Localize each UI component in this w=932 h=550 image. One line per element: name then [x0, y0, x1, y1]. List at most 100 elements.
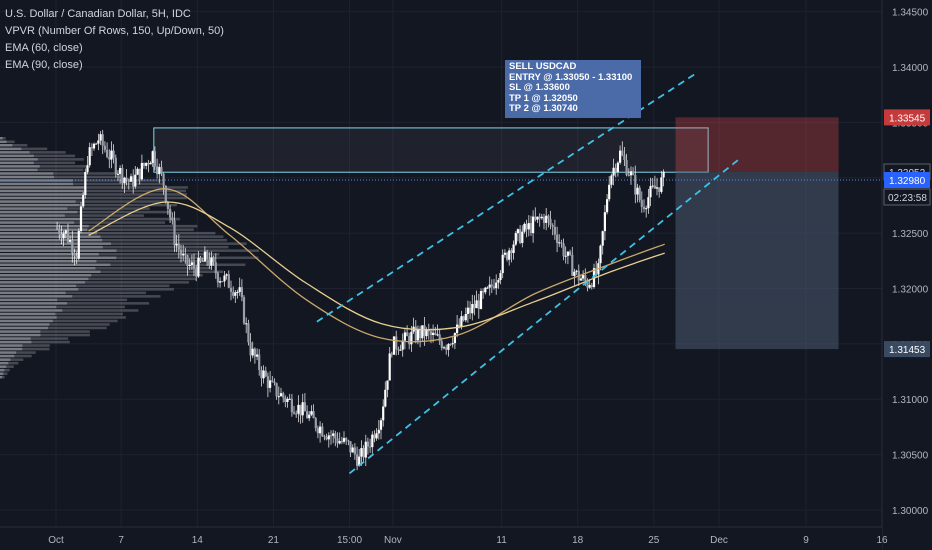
time-tick-label: 15:00: [337, 535, 362, 546]
candle-body: [479, 291, 483, 309]
candle-body: [551, 225, 554, 227]
candle-body: [301, 402, 304, 416]
candle-body: [119, 168, 122, 174]
candle-body: [253, 348, 256, 357]
candle-body: [369, 446, 372, 448]
candle-body: [440, 341, 443, 348]
trade-note: SELL USDCAD ENTRY @ 1.33050 - 1.33100 SL…: [505, 60, 641, 118]
candle-body: [560, 242, 563, 244]
candle-body: [97, 140, 100, 144]
volume-bar-down: [0, 284, 77, 288]
candle-body: [134, 174, 137, 187]
candle-body: [610, 175, 613, 185]
candle-body: [275, 383, 278, 397]
volume-bar-up: [0, 221, 165, 224]
candle-body: [140, 163, 143, 180]
candle-body: [292, 412, 296, 414]
candle-body: [247, 323, 250, 343]
candle-body: [510, 250, 513, 253]
candle-body: [447, 344, 450, 350]
candle-body: [284, 397, 287, 402]
candle-body: [634, 174, 637, 195]
price-axis[interactable]: 1.345001.340001.335001.330001.325001.320…: [881, 0, 932, 550]
candle-body: [362, 448, 365, 458]
volume-bar-down: [0, 323, 50, 326]
current-price-tag-background: [884, 172, 930, 188]
candle-body: [636, 187, 639, 195]
volume-bar-down: [0, 228, 88, 231]
candle-body: [438, 334, 441, 342]
candle-body: [501, 254, 504, 274]
time-tick-label: Nov: [384, 535, 402, 546]
candle-body: [277, 396, 280, 398]
vpvr-indicator-label[interactable]: VPVR (Number Of Rows, 150, Up/Down, 50): [5, 25, 224, 37]
candle-body: [482, 291, 485, 293]
price-axis-background: [882, 0, 932, 550]
ema60-line: [88, 188, 665, 343]
volume-bar-down: [0, 144, 13, 147]
candle-body: [236, 292, 239, 293]
candle-body: [495, 282, 498, 289]
time-tick-label: 7: [118, 535, 124, 546]
candle-body: [147, 162, 150, 165]
volume-bar-down: [0, 365, 7, 368]
symbol-title[interactable]: U.S. Dollar / Canadian Dollar, 5H, IDC: [5, 8, 191, 20]
candle-body: [223, 275, 226, 282]
candle-body: [290, 398, 293, 413]
candle-body: [508, 250, 511, 260]
candle-body: [229, 287, 233, 292]
candle-body: [306, 411, 309, 419]
candle-body: [603, 212, 606, 232]
ema-lines: [88, 188, 665, 343]
volume-bar-down: [0, 235, 101, 238]
target-price-tag: 1.31453: [889, 345, 926, 356]
volume-bar-down: [0, 137, 3, 140]
candle-body: [540, 216, 543, 219]
candle-body: [136, 168, 139, 175]
volume-bar-down: [0, 151, 30, 154]
candle-body: [73, 253, 76, 256]
candle-body: [171, 217, 174, 221]
candle-body: [410, 331, 413, 345]
volume-bar-up: [0, 351, 36, 354]
candle-body: [71, 240, 74, 253]
candle-body: [442, 347, 446, 349]
volume-bar-up: [0, 340, 70, 344]
time-axis[interactable]: Oct 7 14 21 15:00 Nov 11 18 25 Dec 9 16: [0, 526, 888, 550]
stop-price-tag-background: [884, 109, 930, 126]
candle-body: [166, 201, 169, 209]
volume-bar-up: [0, 196, 187, 200]
ema60-indicator-label[interactable]: EMA (60, close): [5, 42, 83, 54]
volume-bar-down: [0, 203, 80, 207]
volume-bar-up: [0, 231, 216, 235]
candle-body: [177, 243, 180, 250]
volume-bar-up: [0, 302, 150, 305]
candle-body: [423, 325, 426, 337]
volume-bar-down: [0, 224, 89, 228]
candle-body: [225, 274, 228, 276]
candle-body: [260, 370, 263, 379]
volume-bar-down: [0, 242, 111, 245]
candle-body: [127, 179, 130, 182]
candle-body: [340, 441, 343, 443]
volume-bar-down: [0, 375, 3, 379]
candle-body: [338, 441, 341, 444]
candle-body: [364, 441, 367, 458]
candle-body: [425, 329, 428, 337]
volume-bar-up: [0, 365, 14, 368]
volume-bar-down: [0, 253, 99, 256]
candle-body: [321, 426, 324, 437]
stop-loss-zone: [675, 117, 839, 172]
volume-bar-up: [0, 375, 5, 379]
candle-body: [414, 326, 417, 341]
note-line-tp1: TP 1 @ 1.32050: [509, 92, 578, 104]
ema90-indicator-label[interactable]: EMA (90, close): [5, 59, 83, 71]
candle-body: [86, 165, 89, 173]
candle-body: [619, 150, 622, 163]
candle-body: [419, 328, 422, 339]
candle-body: [525, 223, 528, 230]
candle-body: [188, 264, 191, 266]
candle-body: [197, 257, 200, 277]
candle-body: [416, 328, 419, 341]
